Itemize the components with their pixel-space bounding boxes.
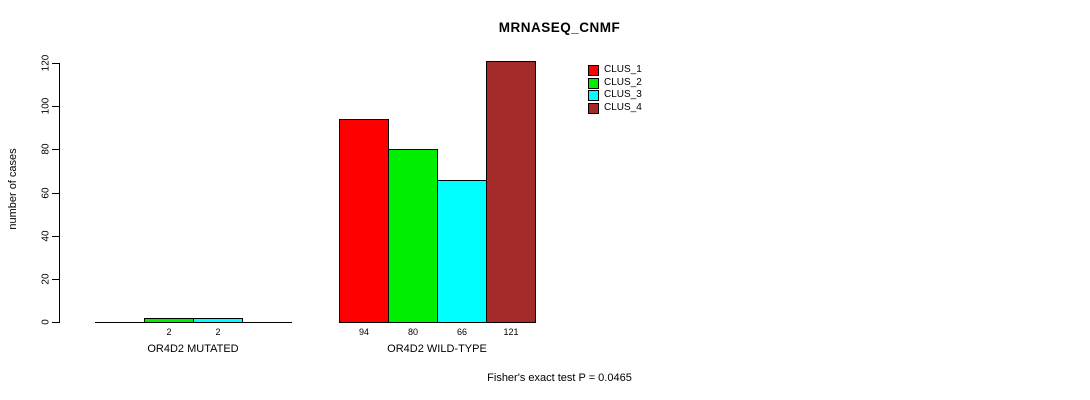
legend-swatch-clus_4 [588,102,599,114]
legend-label: CLUS_2 [604,76,642,88]
bar-value-label: 121 [503,327,519,337]
y-tick [52,149,59,150]
bar-clus_4-group2 [486,61,536,323]
y-tick-label: 0 [40,319,52,325]
bar-clus_3-group1 [193,318,243,323]
y-tick-label: 60 [40,187,52,199]
group-label: OR4D2 MUTATED [147,343,239,355]
y-tick [52,193,59,194]
legend-label: CLUS_4 [604,101,642,113]
bar-clus_1-group2 [339,119,389,323]
legend-label: CLUS_1 [604,64,642,75]
y-tick-label: 120 [40,54,52,72]
y-tick-label: 80 [40,143,52,155]
y-axis-title: number of cases [7,148,19,230]
legend-label: CLUS_3 [604,89,642,100]
bar-value-label: 66 [456,327,467,337]
group-label: OR4D2 WILD-TYPE [387,343,487,355]
fisher-test-annotation: Fisher's exact test P = 0.0465 [487,372,632,384]
y-tick [52,106,59,107]
legend-swatch-clus_1 [588,65,599,76]
chart-title: MRNASEQ_CNMF [498,20,621,35]
y-tick [52,322,59,323]
legend-swatch-clus_3 [588,90,599,101]
bar-value-label: 2 [166,327,172,337]
legend-swatch-clus_2 [588,77,599,89]
y-axis-line [59,63,60,323]
bar-clus_3-group2 [437,180,487,323]
y-tick-label: 20 [40,273,52,285]
y-tick [52,236,59,237]
bar-value-label: 94 [358,327,369,337]
bar-clus_2-group1 [144,318,194,323]
bar-value-label: 2 [215,327,221,337]
y-tick-label: 40 [40,230,52,242]
bar-clus_2-group2 [388,149,438,323]
y-tick [52,279,59,280]
y-tick [52,63,59,64]
y-tick-label: 100 [40,97,52,115]
bar-value-label: 80 [407,327,418,337]
